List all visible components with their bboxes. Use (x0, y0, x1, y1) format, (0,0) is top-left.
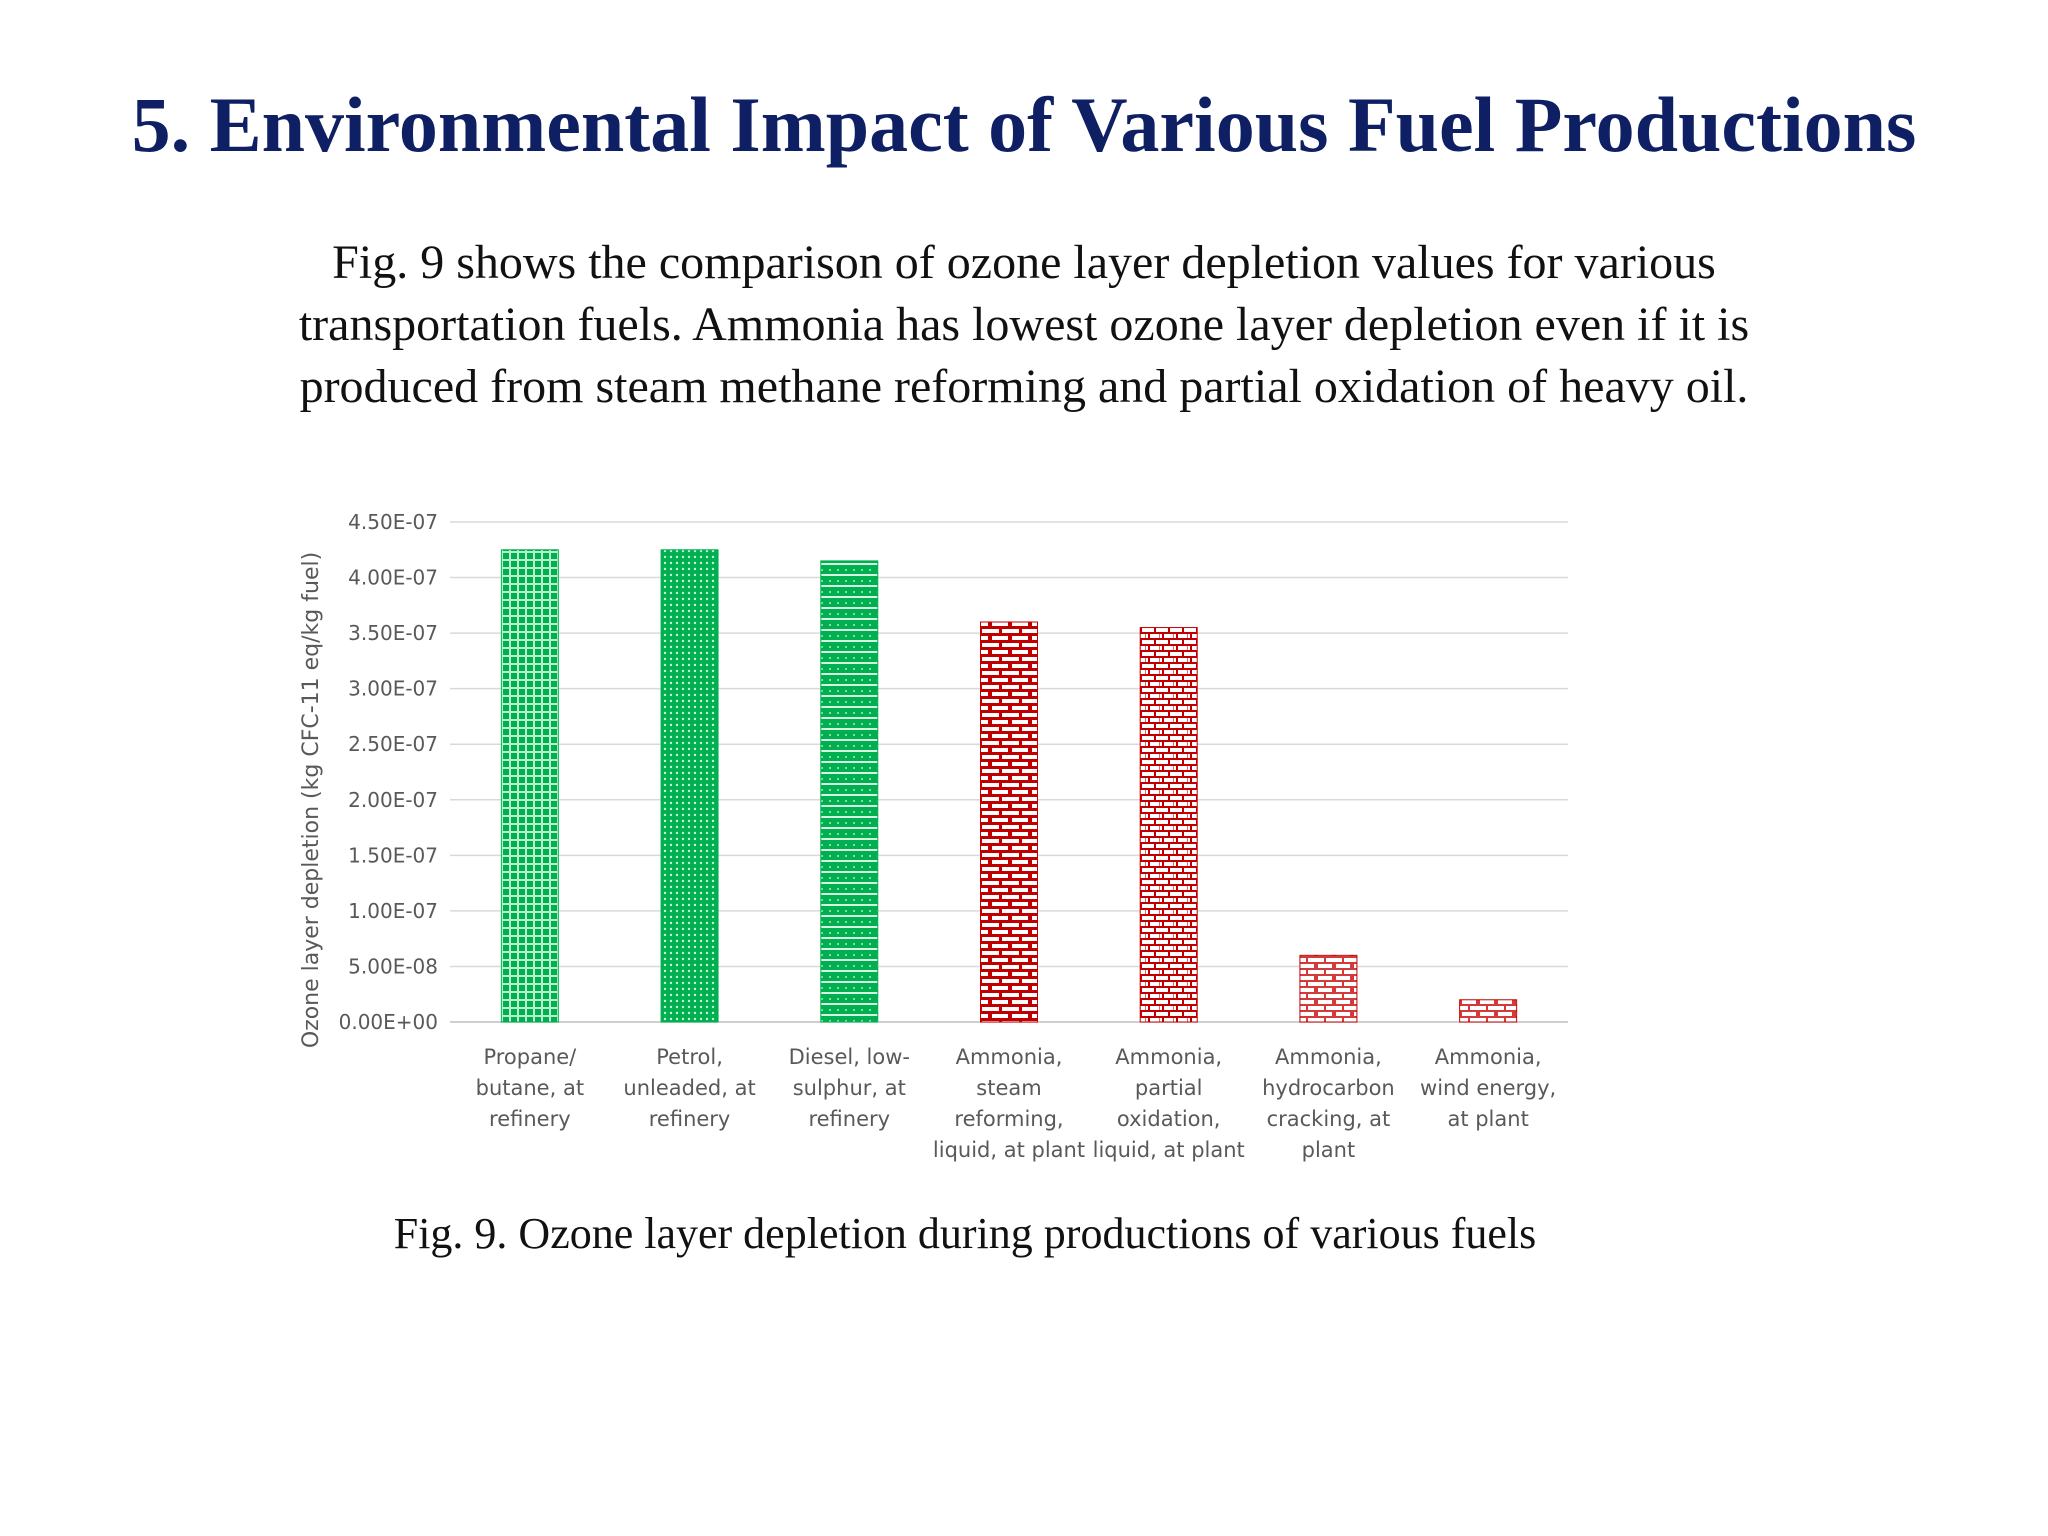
y-tick-label: 2.50E-07 (348, 732, 438, 756)
y-tick-label: 3.00E-07 (348, 677, 438, 701)
bar (980, 621, 1038, 1023)
bar (1299, 954, 1358, 1023)
x-category-label: Propane/butane, at refinery (476, 1045, 584, 1131)
x-category-label: Diesel, low-sulphur, at refinery (789, 1045, 910, 1131)
bar (1139, 627, 1198, 1023)
y-tick-label: 0.00E+00 (339, 1010, 438, 1034)
x-category-labels: Propane/butane, at refinery Petrol, unleade… (476, 1045, 1557, 1162)
ozone-depletion-bar-chart: Ozone layer depletion (kg CFC-11 eq/kg f… (299, 510, 1568, 1162)
x-category-label: Ammonia, steam reforming, liquid, at plant (933, 1045, 1085, 1162)
bars (500, 549, 1518, 1023)
y-tick-label: 2.00E-07 (348, 788, 438, 812)
y-tick-labels: 0.00E+00 5.00E-08 1.00E-07 1.50E-07 2.00E-07… (339, 510, 438, 1034)
bar (1459, 999, 1518, 1023)
body-line: Fig. 9 shows the comparison of ozone lay… (332, 236, 1716, 289)
y-tick-label: 5.00E-08 (348, 954, 438, 978)
body-line: produced from steam methane reforming an… (299, 360, 1749, 413)
x-category-label: Petrol, unleaded, at refinery (623, 1045, 755, 1131)
y-tick-label: 4.00E-07 (348, 566, 438, 590)
y-tick-label: 1.00E-07 (348, 899, 438, 923)
y-tick-label: 4.50E-07 (348, 510, 438, 534)
y-tick-label: 3.50E-07 (348, 621, 438, 645)
slide-title: 5. Environmental Impact of Various Fuel … (131, 81, 1917, 168)
y-axis-label: Ozone layer depletion (kg CFC-11 eq/kg f… (299, 552, 324, 1048)
x-category-label: Ammonia, wind energy, at plant (1420, 1045, 1556, 1131)
x-category-label: Ammonia, hydrocarbon cracking, at plant (1262, 1045, 1395, 1162)
bar (820, 560, 879, 1023)
body-line: transportation fuels. Ammonia has lowest… (298, 298, 1750, 351)
slide-body-text: Fig. 9 shows the comparison of ozone lay… (224, 232, 1824, 418)
bar (660, 549, 719, 1023)
x-category-label: Ammonia, partial oxidation, liquid, at plan… (1093, 1045, 1245, 1162)
bar (500, 549, 559, 1023)
y-tick-label: 1.50E-07 (348, 843, 438, 867)
figure-caption: Fig. 9. Ozone layer depletion during pro… (393, 1209, 1537, 1258)
